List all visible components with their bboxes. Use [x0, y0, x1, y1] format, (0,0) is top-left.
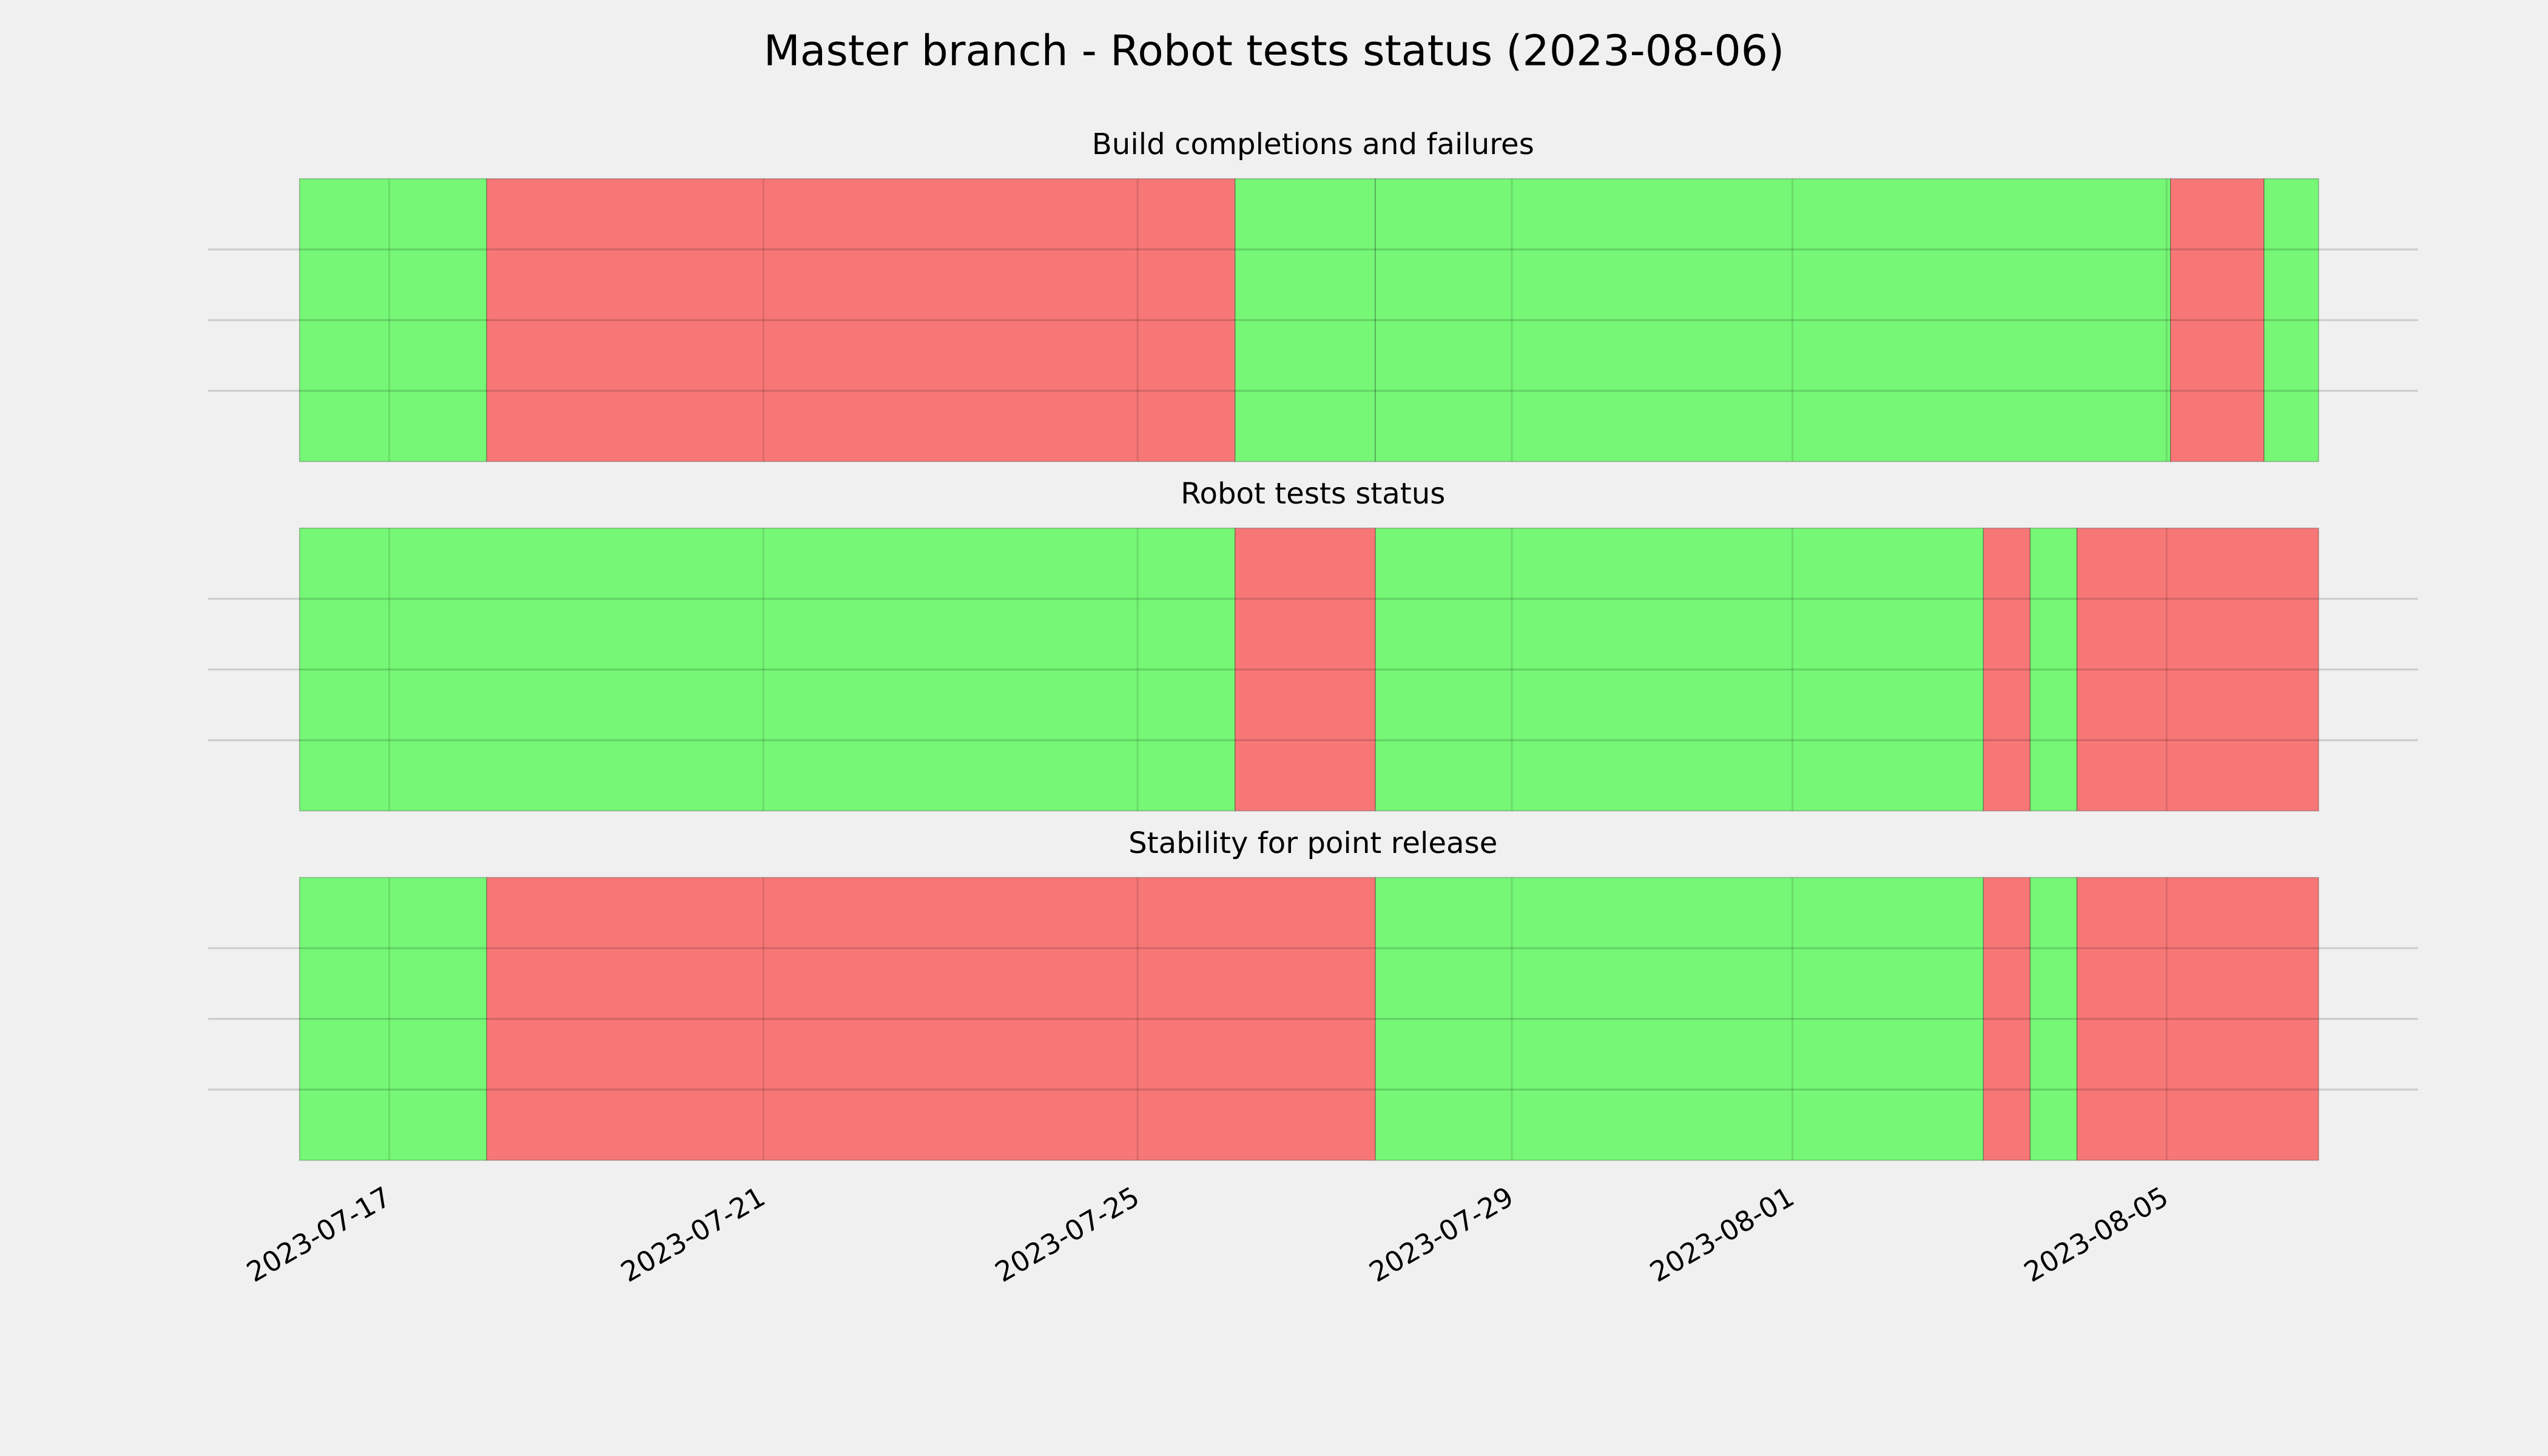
status-span: [486, 178, 1236, 462]
status-span: [1983, 527, 2031, 812]
status-span: [1375, 178, 2171, 462]
status-span: [1375, 527, 1984, 812]
status-span: [2029, 527, 2078, 812]
status-span: [1375, 877, 1984, 1161]
panel-title: Stability for point release: [1128, 826, 1497, 860]
status-span: [299, 178, 488, 462]
panel-title: Build completions and failures: [1092, 127, 1534, 161]
status-span: [299, 527, 1236, 812]
status-span: [2263, 178, 2319, 462]
status-span: [1234, 527, 1376, 812]
status-span: [1234, 178, 1376, 462]
status-span: [1983, 877, 2031, 1161]
panel-title: Robot tests status: [1181, 477, 1445, 511]
status-span: [2169, 178, 2265, 462]
status-span: [486, 877, 1376, 1161]
status-span: [2076, 877, 2319, 1161]
chart-title: Master branch - Robot tests status (2023…: [764, 26, 1785, 75]
status-span: [2076, 527, 2319, 812]
status-span: [2029, 877, 2078, 1161]
status-span: [299, 877, 488, 1161]
